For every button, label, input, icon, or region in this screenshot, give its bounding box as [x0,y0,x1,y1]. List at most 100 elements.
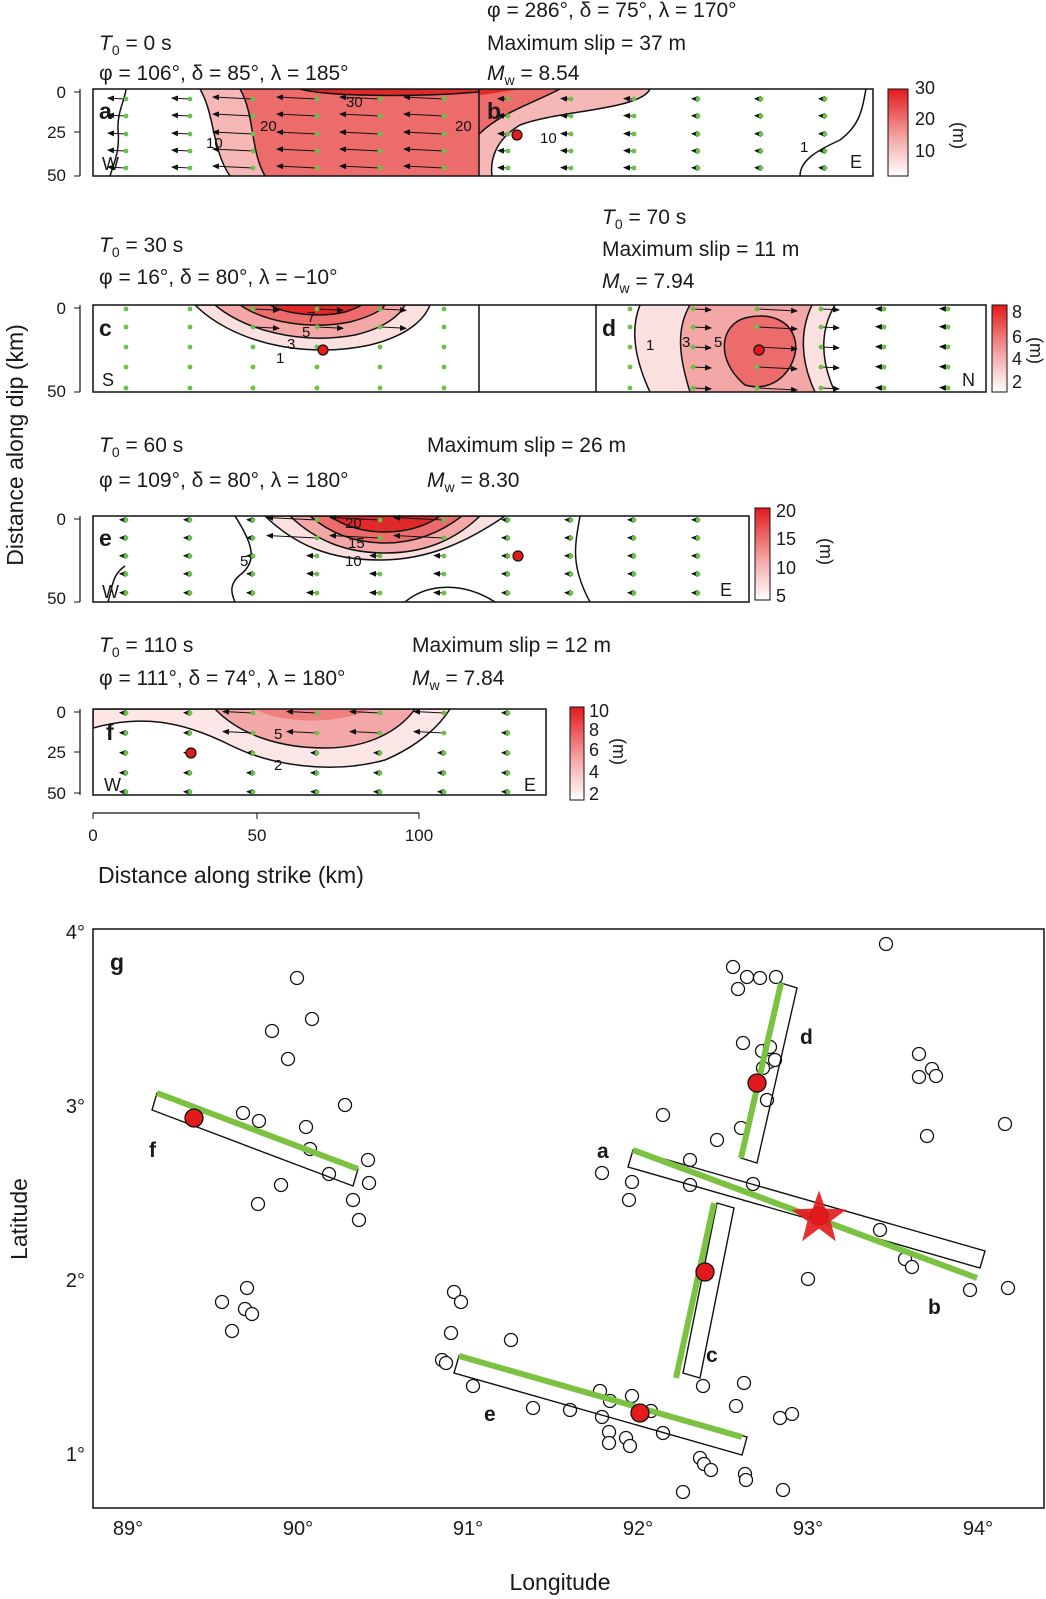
lat-tick-1: 1° [66,1444,85,1466]
grid-dot [631,553,637,559]
slip-arrow [339,146,381,153]
aftershock-marker [730,981,746,997]
slip-arrow [756,365,798,372]
grid-dot [123,131,129,137]
grid-dot [250,590,256,596]
grid-dot [250,324,256,330]
grid-dot [695,571,701,577]
grid-dot [754,364,760,370]
grid-dot [631,113,637,119]
aftershock-marker [224,1323,240,1339]
contour-label-5d: 5 [714,334,722,351]
grid-dot [441,131,447,137]
aftershock-marker [767,1052,783,1068]
grid-dot [377,385,383,391]
slip-arrow [379,307,407,313]
dip-tick-50-e: 50 [47,589,66,608]
panel-label-g: g [110,949,124,975]
aftershock-marker [997,1116,1013,1132]
slip-vectors-f [119,708,511,795]
grid-dot [123,165,129,171]
grid-dot [250,96,256,102]
lon-tick-91: 91° [453,1518,483,1540]
slip-field-e [93,516,749,602]
grid-dot [690,364,696,370]
colorbar-b-tick-20: 20 [915,109,935,129]
panel-label-e: e [99,525,112,551]
lon-tick-93: 93° [793,1518,823,1540]
aftershock-marker [904,1259,920,1275]
grid-dot [441,710,447,716]
grid-dot [377,517,383,523]
fault-box-c [682,1202,735,1379]
aftershock-marker [446,1284,462,1300]
slip-arrow [107,95,127,102]
mechanism-c: φ = 16°, δ = 80°, λ = −10° [99,266,337,289]
colorbar-b-tick-30: 30 [915,78,935,98]
aftershock-marker [738,1472,754,1488]
aftershock-marker [443,1325,459,1341]
slip-arrow [276,146,318,153]
contour-label-20e: 20 [345,515,362,532]
grid-dot [187,517,193,523]
slip-arrow [393,532,445,539]
map-ylabel: Latitude [6,1178,32,1260]
aftershock-marker [728,1398,744,1414]
mainshock-epicentre-star-icon [791,1190,847,1242]
grid-dot [187,770,193,776]
grid-dot [631,96,637,102]
contour-label-10e: 10 [345,553,362,570]
grid-dot [377,306,383,312]
grid-dot [568,517,574,523]
grid-dot [695,517,701,523]
grid-dot [568,165,574,171]
grid-dot [568,148,574,154]
grid-dot [123,385,129,391]
segment-label-d: d [800,1026,813,1049]
grid-dot [314,710,320,716]
aftershock-marker [703,1462,719,1478]
slip-arrow [316,325,344,331]
grid-dot [187,165,193,171]
slip-arrow [339,163,381,170]
aftershock-marker [235,1105,251,1121]
grid-dot [505,571,511,577]
grid-dot [314,770,320,776]
slip-arrow [692,385,712,392]
grid-dot [505,131,511,137]
grid-dot [250,535,256,541]
grid-dot [187,131,193,137]
hypocentre-c [317,344,329,356]
map-hypocentre-c [695,1262,715,1282]
slip-arrow [692,306,712,313]
aftershock-marker [621,1192,637,1208]
colorbar-d-tick-2: 2 [1012,372,1022,392]
grid-dot [695,96,701,102]
grid-dot [818,364,824,370]
grid-dot [758,131,764,137]
grid-dot [187,344,193,350]
dip-tick-0-e: 0 [57,510,66,529]
dir-label-w-a: W [102,154,119,174]
slip-arrow [413,708,445,715]
grid-dot [505,710,511,716]
grid-dot [441,571,447,577]
grid-dot [187,730,193,736]
grid-dot [627,306,633,312]
grid-dot [314,789,320,795]
grid-dot [441,590,447,596]
aftershock-marker [624,1174,640,1190]
grid-dot [314,535,320,541]
slip-arrow [171,95,191,102]
grid-dot [314,750,320,756]
dir-label-w-e: W [102,582,119,602]
slip-arrow [403,146,445,153]
slip-arrow [266,532,318,539]
grid-dot [187,590,193,596]
dip-tick-25-f: 25 [47,743,66,762]
map-panel-g: g 89° 90° 91° 92° 93° 94° 1° 2° 3° 4° Lo… [6,922,1045,1595]
slip-arrow [107,130,127,137]
aftershock-marker [280,1051,296,1067]
grid-dot [754,385,760,391]
slip-arrow [692,344,712,351]
